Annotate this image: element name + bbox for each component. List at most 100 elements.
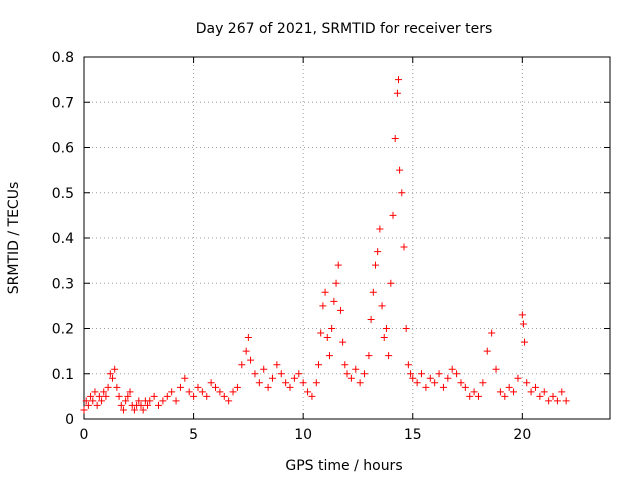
data-point	[168, 388, 176, 396]
data-point	[181, 374, 189, 382]
x-tick-label: 15	[404, 427, 422, 443]
data-point	[549, 392, 557, 400]
data-point	[371, 261, 379, 269]
data-point	[376, 225, 384, 233]
data-point	[312, 379, 320, 387]
data-point	[119, 406, 127, 414]
data-point	[470, 388, 478, 396]
data-point	[172, 397, 180, 405]
grid-lines	[84, 57, 610, 419]
data-point	[135, 397, 143, 405]
data-point	[268, 374, 276, 382]
data-point	[317, 329, 325, 337]
data-point	[304, 388, 312, 396]
data-point	[159, 397, 167, 405]
data-point	[216, 388, 224, 396]
data-point	[102, 392, 110, 400]
data-point	[523, 379, 531, 387]
x-axis-label: GPS time / hours	[285, 458, 402, 474]
data-point	[341, 361, 349, 369]
data-point	[334, 261, 342, 269]
data-point	[111, 365, 119, 373]
y-tick-label: 0	[65, 412, 74, 428]
data-point	[448, 365, 456, 373]
data-point	[321, 288, 329, 296]
data-point	[505, 383, 513, 391]
data-point	[238, 361, 246, 369]
data-point	[150, 392, 158, 400]
data-point	[387, 279, 395, 287]
data-point	[163, 392, 171, 400]
data-point	[108, 374, 116, 382]
data-point	[139, 406, 147, 414]
data-point	[242, 347, 250, 355]
data-point	[190, 392, 198, 400]
data-point	[382, 325, 390, 332]
data-point	[146, 397, 154, 405]
x-tick-label: 0	[80, 427, 89, 443]
data-point	[356, 379, 364, 387]
data-point	[518, 311, 526, 319]
data-point	[104, 383, 112, 391]
data-point	[323, 334, 331, 342]
chart-title: Day 267 of 2021, SRMTID for receiver ter…	[196, 21, 493, 37]
data-point	[496, 388, 504, 396]
data-point	[332, 279, 340, 287]
data-point	[295, 370, 303, 378]
data-point	[273, 361, 281, 369]
data-point	[212, 383, 219, 391]
y-tick-label: 0.3	[52, 276, 74, 292]
data-point	[389, 211, 397, 219]
data-point	[225, 397, 233, 405]
y-tick-label: 0.7	[52, 95, 74, 111]
data-point	[553, 397, 561, 405]
data-point	[299, 379, 307, 387]
data-point	[325, 352, 333, 360]
data-point	[126, 388, 134, 396]
data-point	[369, 288, 377, 296]
data-point	[367, 315, 375, 323]
data-point	[380, 334, 388, 342]
data-point	[343, 370, 351, 378]
y-tick-label: 0.6	[52, 141, 74, 157]
data-point	[286, 383, 294, 391]
data-point	[95, 392, 103, 400]
y-axis-label: SRMTID / TECUs	[6, 182, 22, 295]
data-point	[536, 392, 544, 400]
data-point	[113, 383, 121, 391]
data-point	[514, 374, 522, 382]
x-tick-label: 10	[294, 427, 312, 443]
data-point	[461, 383, 469, 391]
data-point	[260, 365, 268, 373]
data-point	[519, 320, 527, 328]
data-point	[431, 379, 439, 387]
data-point	[89, 397, 97, 405]
data-point	[198, 388, 206, 396]
data-point	[402, 325, 410, 332]
data-point	[255, 379, 263, 387]
data-point	[194, 383, 202, 391]
data-point	[352, 365, 360, 373]
x-tick-label: 5	[189, 427, 198, 443]
data-point	[545, 397, 553, 405]
data-point	[82, 397, 90, 405]
data-point	[407, 370, 415, 378]
data-point	[391, 134, 399, 142]
data-point	[531, 383, 539, 391]
data-point	[426, 374, 434, 382]
data-point	[510, 388, 518, 396]
data-point	[80, 406, 88, 414]
data-point	[277, 370, 285, 378]
data-point	[328, 325, 336, 332]
data-point	[395, 76, 403, 84]
data-point	[87, 392, 95, 400]
data-point	[374, 248, 382, 256]
data-point	[521, 338, 529, 346]
data-point	[339, 338, 347, 346]
data-point	[155, 401, 163, 409]
data-point	[409, 374, 417, 382]
data-point	[439, 383, 447, 391]
data-point	[98, 397, 106, 405]
data-point	[457, 379, 465, 387]
